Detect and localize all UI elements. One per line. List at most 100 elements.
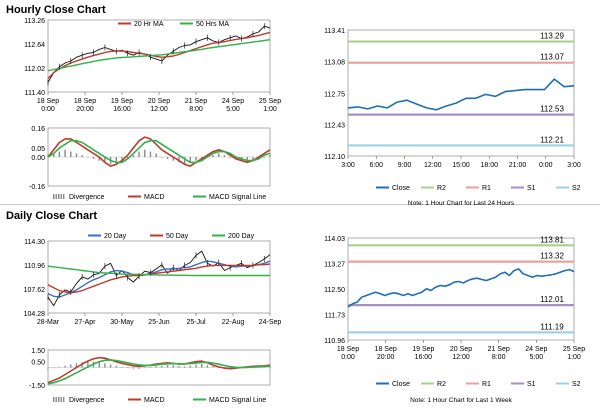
legend-label: MACD <box>144 194 165 201</box>
legend-label: S2 <box>572 381 581 388</box>
ma-series-line <box>47 263 271 294</box>
legend-swatch <box>53 194 55 199</box>
divergence-bar <box>121 366 123 368</box>
legend-label: S2 <box>572 185 581 192</box>
divergence-bar <box>75 363 78 368</box>
ma-series-line <box>47 31 271 79</box>
macd-signal-line <box>47 139 271 164</box>
divergence-bar <box>98 157 100 161</box>
y-tick-label: 0.05 <box>31 146 45 153</box>
legend-swatch <box>63 194 65 199</box>
y-tick-label: 111.40 <box>25 90 45 97</box>
legend-label: S1 <box>527 185 536 192</box>
divergence-bar <box>172 157 174 161</box>
divergence-bar <box>58 366 61 368</box>
price-plot-frame <box>47 240 271 314</box>
divergence-bar <box>47 367 49 369</box>
x-tick-label: 19 Sep 16:00 <box>111 98 133 113</box>
daily-section-title: Daily Close Chart <box>6 210 98 222</box>
macd-line <box>47 136 271 167</box>
divergence-bar <box>195 364 197 368</box>
x-tick-label: 30-May <box>110 319 134 326</box>
divergence-bar <box>183 157 186 165</box>
divergence-bar <box>104 157 106 163</box>
divergence-bar <box>52 367 55 369</box>
x-tick-label: 25-Jun <box>148 319 170 326</box>
x-tick-label: 18 Sep 20:00 <box>375 346 397 361</box>
y-tick-label: 112.50 <box>324 287 345 294</box>
y-tick-label: 112.02 <box>24 66 45 73</box>
legend-swatch <box>63 397 65 402</box>
y-tick-label: 114.30 <box>24 239 45 246</box>
x-tick-label: 9:00 <box>398 162 412 169</box>
divergence-bar <box>149 151 152 157</box>
legend-label: MACD Signal Line <box>209 397 266 404</box>
close-line <box>347 78 575 111</box>
divergence-bar <box>115 365 118 368</box>
y-tick-label: 0.50 <box>31 360 45 367</box>
section-divider <box>0 204 600 205</box>
x-tick-label: 3:00 <box>341 162 355 169</box>
divergence-bar <box>58 151 61 157</box>
y-tick-label: 114.03 <box>324 236 345 243</box>
divergence-bar <box>189 365 192 368</box>
divergence-bar <box>166 157 169 159</box>
x-tick-label: 18 Sep 0:00 <box>37 98 59 113</box>
y-tick-label: 1.50 <box>31 348 45 355</box>
y-tick-label: 0.16 <box>31 126 45 133</box>
y-tick-label: 113.41 <box>324 28 345 35</box>
legend-label: Close <box>392 381 410 388</box>
divergence-bar <box>109 364 112 368</box>
divergence-bar <box>223 155 226 157</box>
divergence-bar <box>172 365 174 368</box>
divergence-bar <box>195 157 197 161</box>
pivot-level-label: 112.01 <box>540 295 564 304</box>
divergence-bar <box>144 149 146 157</box>
divergence-bar <box>81 155 83 157</box>
ma-series-line <box>47 39 271 72</box>
hourly-section-title: Hourly Close Chart <box>6 4 106 16</box>
legend-label: 20 Hr MA <box>134 21 164 28</box>
legend-label: 20 Day <box>104 233 127 240</box>
x-tick-label: 21 Sep 8:00 <box>185 98 207 113</box>
divergence-bar <box>115 157 118 163</box>
ma-series-line <box>47 260 271 298</box>
x-tick-label: 19 Sep 16:00 <box>412 346 434 361</box>
y-tick-label: -0.16 <box>29 184 45 191</box>
legend-label: Divergence <box>69 194 105 201</box>
divergence-bar <box>70 151 72 157</box>
chart-note: Note: 1 Hour Chart for Last 24 Hours <box>408 200 515 207</box>
divergence-bar <box>70 364 72 368</box>
divergence-bar <box>138 151 140 157</box>
divergence-bar <box>132 155 135 157</box>
divergence-bar <box>98 362 100 368</box>
x-tick-label: 15:00 <box>452 162 470 169</box>
x-tick-label: 25 Sep 1:00 <box>259 98 281 113</box>
divergence-bar <box>218 367 220 369</box>
divergence-bar <box>64 365 66 368</box>
x-tick-label: 25 Sep 1:00 <box>563 346 585 361</box>
x-tick-label: 20 Sep 12:00 <box>450 346 472 361</box>
divergence-bar <box>64 149 66 157</box>
price-series-line <box>47 250 271 307</box>
pivot-level-label: 113.07 <box>540 53 564 62</box>
x-tick-label: 24 Sep 5:00 <box>222 98 244 113</box>
divergence-bar <box>92 157 95 159</box>
divergence-bar <box>200 364 203 368</box>
price-series-line <box>47 25 271 83</box>
y-tick-label: 113.27 <box>324 261 345 268</box>
divergence-bar <box>183 366 186 368</box>
legend-label: MACD Signal Line <box>209 194 266 201</box>
divergence-bar <box>149 366 152 368</box>
legend-label: Divergence <box>69 397 105 404</box>
divergence-bar <box>155 153 157 157</box>
x-tick-label: 6:00 <box>369 162 383 169</box>
x-tick-label: 28-Mar <box>37 319 60 326</box>
x-tick-label: 22-Aug <box>222 319 245 326</box>
x-tick-label: 24 Sep 5:00 <box>525 346 547 361</box>
x-tick-label: 18 Sep 0:00 <box>337 346 359 361</box>
legend-label: R2 <box>437 185 446 192</box>
y-tick-label: -1.50 <box>29 383 45 390</box>
y-tick-label: 112.43 <box>324 122 345 129</box>
